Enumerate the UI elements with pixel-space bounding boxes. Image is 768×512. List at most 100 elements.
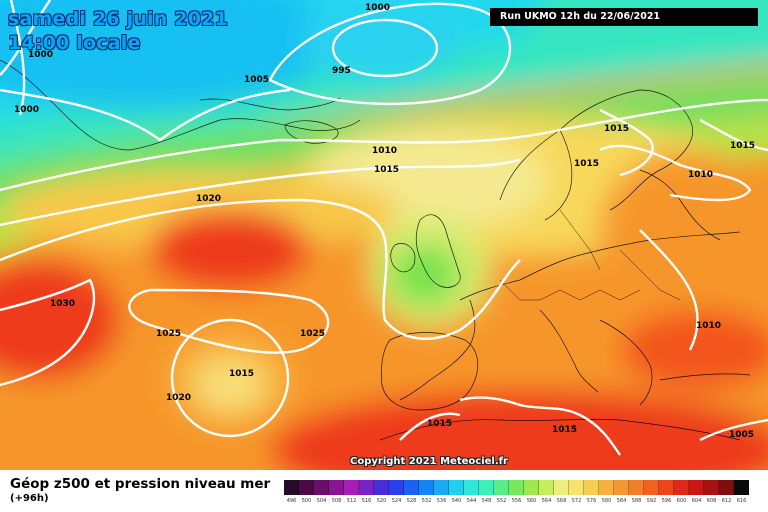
scale-swatch <box>464 480 479 495</box>
forecast-time: 14:00 locale <box>8 32 141 54</box>
scale-tick-label: 544 <box>466 498 477 504</box>
isobar-label: 1025 <box>156 329 181 339</box>
scale-swatch <box>539 480 554 495</box>
isobars <box>0 0 768 455</box>
scale-swatch <box>644 480 659 495</box>
scale-tick-label: 496 <box>286 498 297 504</box>
isobar-high-1015-1020 <box>170 318 290 438</box>
scale-swatch <box>404 480 419 495</box>
isobar-1010 <box>0 98 768 192</box>
isobar-1015-north <box>0 158 521 227</box>
isobar-label: 1010 <box>696 321 721 331</box>
isobar-label: 1015 <box>552 425 577 435</box>
geopotential-fill <box>0 0 768 470</box>
isobar-1020 <box>0 198 521 340</box>
scale-swatch <box>494 480 509 495</box>
scale-tick-label: 612 <box>721 498 732 504</box>
scale-tick-label: 552 <box>496 498 507 504</box>
scale-swatch <box>329 480 344 495</box>
scale-swatch <box>434 480 449 495</box>
scale-tick-label: 584 <box>616 498 627 504</box>
scale-swatch <box>599 480 614 495</box>
scale-swatch <box>614 480 629 495</box>
color-scale <box>284 480 749 495</box>
scale-tick-label: 608 <box>706 498 717 504</box>
scale-tick-label: 596 <box>661 498 672 504</box>
scale-tick-label: 572 <box>571 498 582 504</box>
scale-tick-label: 580 <box>601 498 612 504</box>
scale-tick-label: 616 <box>736 498 747 504</box>
scale-swatch <box>629 480 644 495</box>
scale-tick-label: 592 <box>646 498 657 504</box>
isobar-label: 995 <box>332 66 351 76</box>
scale-swatch <box>314 480 329 495</box>
isobar-label: 1025 <box>300 329 325 339</box>
isobar-label: 1015 <box>427 419 452 429</box>
scale-swatch <box>299 480 314 495</box>
coastlines <box>0 59 751 441</box>
scale-tick-label: 540 <box>451 498 462 504</box>
scale-tick-label: 532 <box>421 498 432 504</box>
scale-tick-label: 556 <box>511 498 522 504</box>
pressure-geopotential-map: 1000 995 1005 1000 1000 1010 1015 1020 1… <box>0 0 768 470</box>
scale-tick-label: 528 <box>406 498 417 504</box>
scale-tick-label: 520 <box>376 498 387 504</box>
isobar-label: 1015 <box>574 159 599 169</box>
scale-swatch <box>479 480 494 495</box>
scale-swatch <box>524 480 539 495</box>
isobar-label: 1010 <box>688 170 713 180</box>
scale-tick-label: 560 <box>526 498 537 504</box>
legend-title: Géop z500 et pression niveau mer <box>10 476 271 492</box>
scale-tick-label: 604 <box>691 498 702 504</box>
isobar-label: 1000 <box>14 105 39 115</box>
scale-swatch <box>419 480 434 495</box>
scale-tick-label: 524 <box>391 498 402 504</box>
isobar-label: 1000 <box>365 3 390 13</box>
isobar-label: 1005 <box>244 75 269 85</box>
isobar-label: 1015 <box>229 369 254 379</box>
isobar-label: 1015 <box>730 141 755 151</box>
run-info: Run UKMO 12h du 22/06/2021 <box>490 8 758 26</box>
color-scale-labels: 496 500 504 508 512 516 520 524 528 532 536 540 544 5… <box>284 498 749 504</box>
isobar-1000-north <box>268 2 512 106</box>
scale-tick-label: 568 <box>556 498 567 504</box>
legend-subtitle: (+96h) <box>10 493 49 504</box>
scale-swatch <box>374 480 389 495</box>
scale-tick-label: 500 <box>301 498 312 504</box>
scale-swatch <box>509 480 524 495</box>
isobar-label: 1015 <box>604 124 629 134</box>
scale-swatch <box>554 480 569 495</box>
isobar-labels: 1000 995 1005 1000 1000 1010 1015 1020 1… <box>14 3 755 440</box>
isobar-label: 1015 <box>374 165 399 175</box>
scale-swatch <box>569 480 584 495</box>
scale-swatch <box>344 480 359 495</box>
scale-swatch <box>674 480 689 495</box>
scale-swatch <box>719 480 734 495</box>
scale-swatch <box>359 480 374 495</box>
scale-tick-label: 504 <box>316 498 327 504</box>
scale-swatch <box>449 480 464 495</box>
scale-tick-label: 508 <box>331 498 342 504</box>
scale-tick-label: 548 <box>481 498 492 504</box>
isobar-label: 1020 <box>166 393 191 403</box>
forecast-date: samedi 26 juin 2021 <box>8 8 228 30</box>
scale-tick-label: 564 <box>541 498 552 504</box>
isobar-low-995 <box>331 18 439 78</box>
scale-swatch <box>584 480 599 495</box>
isobar-label: 1005 <box>729 430 754 440</box>
scale-tick-label: 516 <box>361 498 372 504</box>
scale-tick-label: 588 <box>631 498 642 504</box>
isobar-label: 1020 <box>196 194 221 204</box>
scale-tick-label: 512 <box>346 498 357 504</box>
scale-tick-label: 600 <box>676 498 687 504</box>
scale-swatch <box>734 480 749 495</box>
copyright-text: Copyright 2021 Meteociel.fr <box>350 456 508 467</box>
scale-swatch <box>284 480 299 495</box>
isobar-label: 1000 <box>28 50 53 60</box>
scale-swatch <box>659 480 674 495</box>
isobar-label: 1030 <box>50 299 75 309</box>
scale-swatch <box>704 480 719 495</box>
isobar-label: 1010 <box>372 146 397 156</box>
scale-tick-label: 536 <box>436 498 447 504</box>
